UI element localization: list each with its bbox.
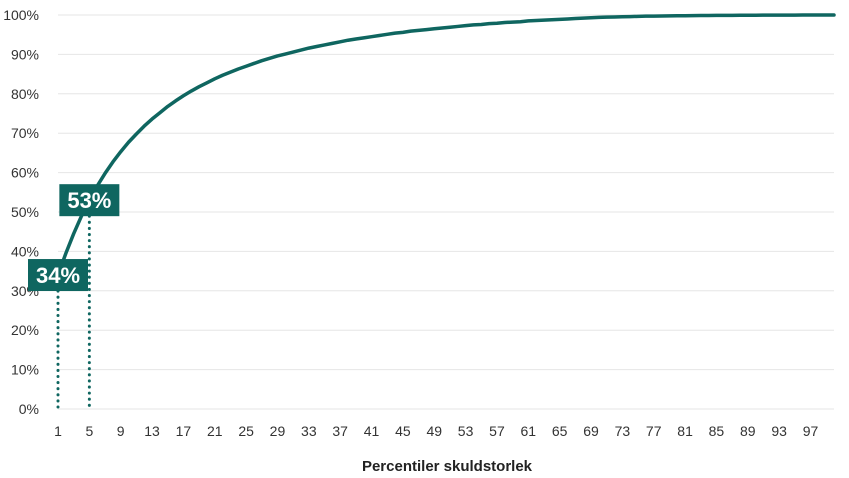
y-tick-label: 10% xyxy=(11,362,39,378)
x-tick-label: 37 xyxy=(332,423,348,439)
annotation-label: 34% xyxy=(36,263,80,288)
x-tick-label: 33 xyxy=(301,423,317,439)
x-tick-label: 53 xyxy=(458,423,474,439)
x-tick-label: 85 xyxy=(709,423,725,439)
y-tick-label: 20% xyxy=(11,322,39,338)
x-tick-label: 89 xyxy=(740,423,756,439)
y-tick-label: 70% xyxy=(11,125,39,141)
x-tick-label: 73 xyxy=(615,423,631,439)
x-axis-tick-labels: 1 5 9 13 17 21 25 29 33 37 41 45 49 53 57 61 65 69 73 77 81 8… xyxy=(54,423,818,439)
x-tick-label: 5 xyxy=(85,423,93,439)
x-tick-label: 17 xyxy=(176,423,192,439)
x-tick-label: 49 xyxy=(426,423,442,439)
y-tick-label: 100% xyxy=(3,7,39,23)
x-tick-label: 45 xyxy=(395,423,411,439)
annotation-callout: 34% xyxy=(28,259,88,292)
x-axis-title: Percentiler skuldstorlek xyxy=(362,458,533,475)
x-tick-label: 81 xyxy=(677,423,693,439)
y-tick-label: 80% xyxy=(11,86,39,102)
x-tick-label: 77 xyxy=(646,423,662,439)
annotation-drop-lines xyxy=(56,214,91,410)
x-tick-label: 65 xyxy=(552,423,568,439)
annotation-box xyxy=(28,259,88,292)
x-tick-label: 21 xyxy=(207,423,223,439)
y-tick-label: 0% xyxy=(19,401,39,417)
x-tick-label: 69 xyxy=(583,423,599,439)
x-tick-label: 41 xyxy=(364,423,380,439)
x-tick-label: 1 xyxy=(54,423,62,439)
x-tick-label: 97 xyxy=(803,423,819,439)
annotation-callouts: 34% 53% xyxy=(28,184,120,292)
annotation-box xyxy=(59,184,120,217)
y-tick-label: 50% xyxy=(11,204,39,220)
y-tick-label: 40% xyxy=(11,243,39,259)
x-tick-label: 13 xyxy=(144,423,160,439)
annotation-label: 53% xyxy=(67,188,111,213)
y-axis-tick-labels: 0%10%20%30%40%50%60%70%80%90%100% xyxy=(3,7,39,417)
x-tick-label: 29 xyxy=(270,423,286,439)
x-tick-label: 25 xyxy=(238,423,254,439)
x-tick-label: 93 xyxy=(771,423,787,439)
series-line-cumulative-share xyxy=(56,13,836,277)
x-tick-label: 57 xyxy=(489,423,505,439)
y-tick-label: 60% xyxy=(11,165,39,181)
y-tick-label: 90% xyxy=(11,46,39,62)
x-tick-label: 9 xyxy=(117,423,125,439)
gridlines xyxy=(58,14,834,410)
annotation-callout: 53% xyxy=(59,184,120,217)
x-tick-label: 61 xyxy=(521,423,537,439)
